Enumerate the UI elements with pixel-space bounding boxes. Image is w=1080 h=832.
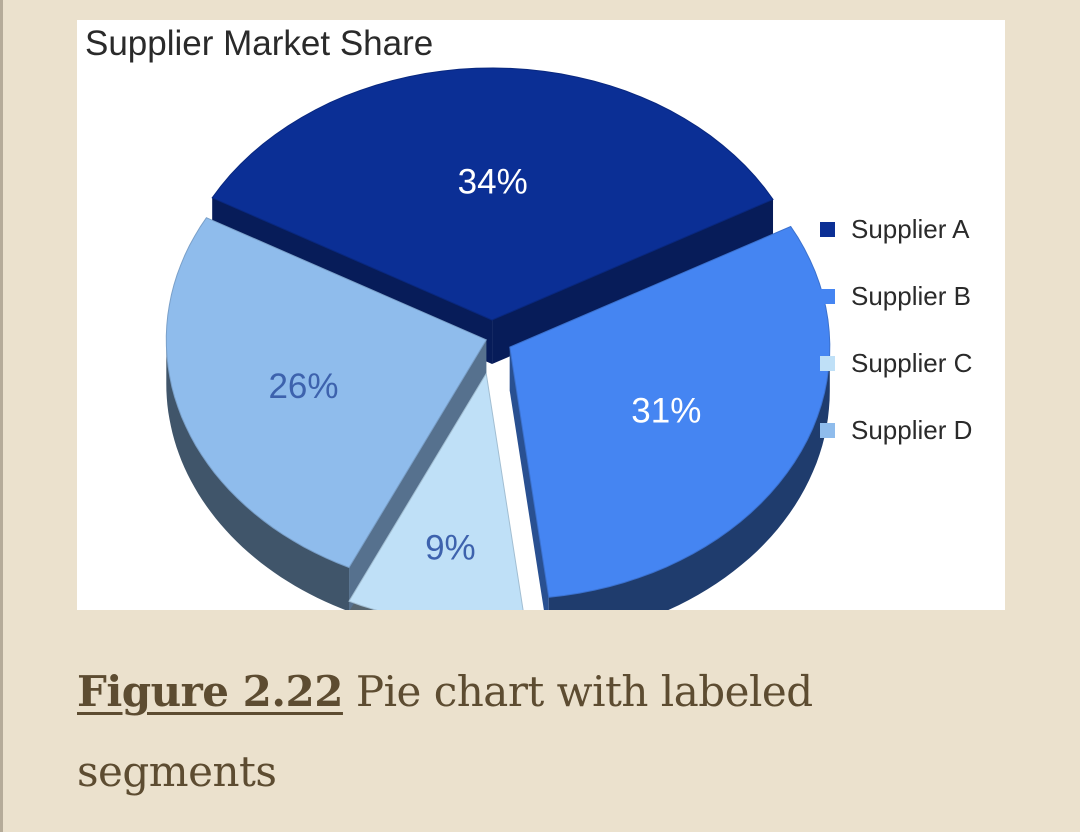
legend-label-supplier-c: Supplier C — [851, 348, 973, 378]
pie-chart: 34% 31% 9% 26% — [165, 67, 831, 610]
chart-panel: Supplier Market Share 34% 31% 9% 26% Suppli… — [77, 20, 1005, 610]
pie-labels-layer: 34% 31% 9% 26% — [268, 162, 701, 567]
legend-swatch-supplier-c — [820, 356, 835, 371]
pie-label-supplier-b: 31% — [631, 392, 701, 431]
page-left-edge — [0, 0, 3, 832]
legend-item-supplier-a[interactable]: Supplier A — [820, 196, 1005, 263]
pie-slice-supplier-c[interactable] — [348, 372, 525, 610]
pie-label-supplier-d: 26% — [268, 367, 338, 406]
pie-slice-supplier-a[interactable] — [211, 67, 774, 321]
legend: Supplier A Supplier B Supplier C Supplie… — [820, 196, 1005, 464]
pie-label-supplier-c: 9% — [425, 529, 476, 568]
legend-label-supplier-a: Supplier A — [851, 214, 970, 244]
legend-swatch-supplier-b — [820, 289, 835, 304]
pie-slice-supplier-d[interactable] — [165, 217, 488, 569]
figure-caption-text: Pie chart with labeled segments — [77, 667, 813, 796]
legend-swatch-supplier-d — [820, 423, 835, 438]
pie-slice-rim-supplier-d — [166, 339, 349, 610]
legend-item-supplier-c[interactable]: Supplier C — [820, 330, 1005, 397]
legend-label-supplier-b: Supplier B — [851, 281, 971, 311]
pie-slice-rim-supplier-c — [349, 601, 376, 610]
legend-label-supplier-d: Supplier D — [851, 415, 973, 445]
figure-label[interactable]: Figure 2.22 — [77, 667, 343, 716]
legend-item-supplier-b[interactable]: Supplier B — [820, 263, 1005, 330]
legend-swatch-supplier-a — [820, 222, 835, 237]
pie-slice-rim-supplier-b — [548, 347, 830, 610]
figure-caption: Figure 2.22 Pie chart with labeled segme… — [77, 652, 1007, 812]
pie-slice-radial-wall-supplier-d-1 — [349, 339, 487, 610]
pie-slice-radial-wall-supplier-a-2 — [492, 199, 774, 365]
chart-title: Supplier Market Share — [85, 24, 434, 63]
pie-tops-layer — [165, 67, 831, 610]
pie-label-supplier-a: 34% — [458, 162, 528, 201]
legend-item-supplier-d[interactable]: Supplier D — [820, 397, 1005, 464]
